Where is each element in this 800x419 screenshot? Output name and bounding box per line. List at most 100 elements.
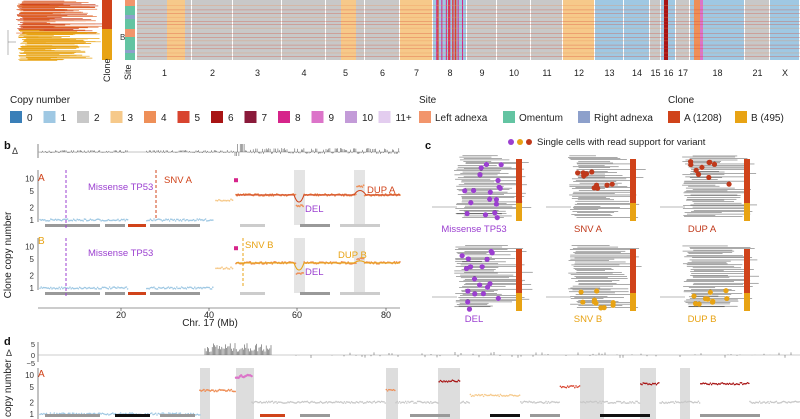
variant-dot [726,181,732,187]
cn-point [534,402,536,404]
cn-point [218,198,220,201]
cn-point [460,402,462,404]
segment-bar [600,414,650,417]
cn-point [71,286,74,289]
cn-point [780,401,782,404]
cn-point [389,388,391,391]
cn-point [439,379,442,382]
cn-point [328,401,330,403]
chromosome-labels: 1 2 3 4 5 6 7 8 9 10 11 12 13 14 15 16 17 18 21 X [162,68,788,78]
cn-point [300,401,303,404]
cn-point [498,395,501,398]
dup-region [354,170,365,225]
panel-d-label: d [4,336,11,348]
cn-point [251,401,253,403]
cn-point [348,401,351,404]
cn-point [499,393,502,396]
cn-point [552,401,554,403]
site-axis-label: Site [123,64,133,80]
tree-clone-b-bar [630,293,636,311]
tree-clone-a-bar [516,159,522,203]
cn-point [234,390,237,393]
cn-point [170,218,172,220]
cn-point [117,218,119,221]
cn-point [47,287,50,289]
cn-point [294,193,297,196]
cn-point [231,199,234,202]
chromosome-block [400,0,432,60]
cn-point [60,219,63,222]
annotation-missense-a: Missense TP53 [88,182,153,193]
cn-point [230,388,233,391]
variant-dot [706,159,712,166]
site-legend-label: Right adnexa [594,113,653,124]
cn-point [174,412,176,415]
cn-point [337,401,340,403]
cn-point [191,219,194,222]
cn-point [392,388,395,391]
cn-point [682,401,684,404]
segment-bar [45,292,100,295]
cn-point [126,218,129,221]
cn-point [66,218,69,220]
cn-point [173,287,176,289]
cn-point [146,219,148,222]
variant-dot [707,289,713,295]
cn-point [476,394,479,397]
cn-point [323,401,325,404]
cn-point [409,401,412,403]
variant-dot [464,210,470,217]
cn-point [413,402,415,404]
cn-point [524,400,527,403]
cn-point [443,380,445,382]
clone-legend-label: A (1208) [684,113,722,124]
cn-point [493,394,496,397]
cn-point [80,287,82,289]
cn-point [120,286,123,289]
cn-point [225,266,228,269]
cn-point [226,389,229,392]
cn-point [317,401,319,404]
cn-point [486,394,489,397]
clone-b-segment [102,29,112,60]
cn-point [610,401,612,404]
cn-point [757,401,760,404]
cn-point [494,394,497,396]
cn-point [779,402,781,404]
cn-point [289,400,292,403]
cn-point [221,200,223,202]
cn-point [737,383,739,386]
cn-segment [445,0,447,60]
cn-point [73,412,75,415]
cn-point [319,400,322,403]
cn-point [510,394,512,396]
cn-point [329,401,331,403]
variant-dot [470,187,477,194]
y-tick-label: 1 [30,216,35,225]
cn-point [228,199,231,202]
cn-point [152,219,154,222]
cn-point [571,385,574,387]
cn-point [712,382,714,385]
site-legend-label: Left adnexa [435,113,488,124]
cn-point [464,402,467,404]
cn-point [310,401,312,403]
chromosome-label: 14 [632,68,642,78]
cn-segment [700,0,703,60]
cn-point [86,219,88,222]
cn-point [655,383,658,386]
copy-number-legend-label: 2 [94,113,100,124]
cn-point [100,287,102,290]
cn-point [286,402,288,404]
cn-point [197,219,200,221]
cn-point [265,400,268,403]
cn-point [311,400,313,403]
variant-dot [610,302,616,308]
y-tick-label: 10 [25,371,34,380]
cn-point [183,218,185,220]
cn-point [215,199,217,202]
cn-point [517,395,520,397]
deletion-region [294,238,305,293]
cn-point [203,286,206,289]
cn-point [190,219,192,222]
